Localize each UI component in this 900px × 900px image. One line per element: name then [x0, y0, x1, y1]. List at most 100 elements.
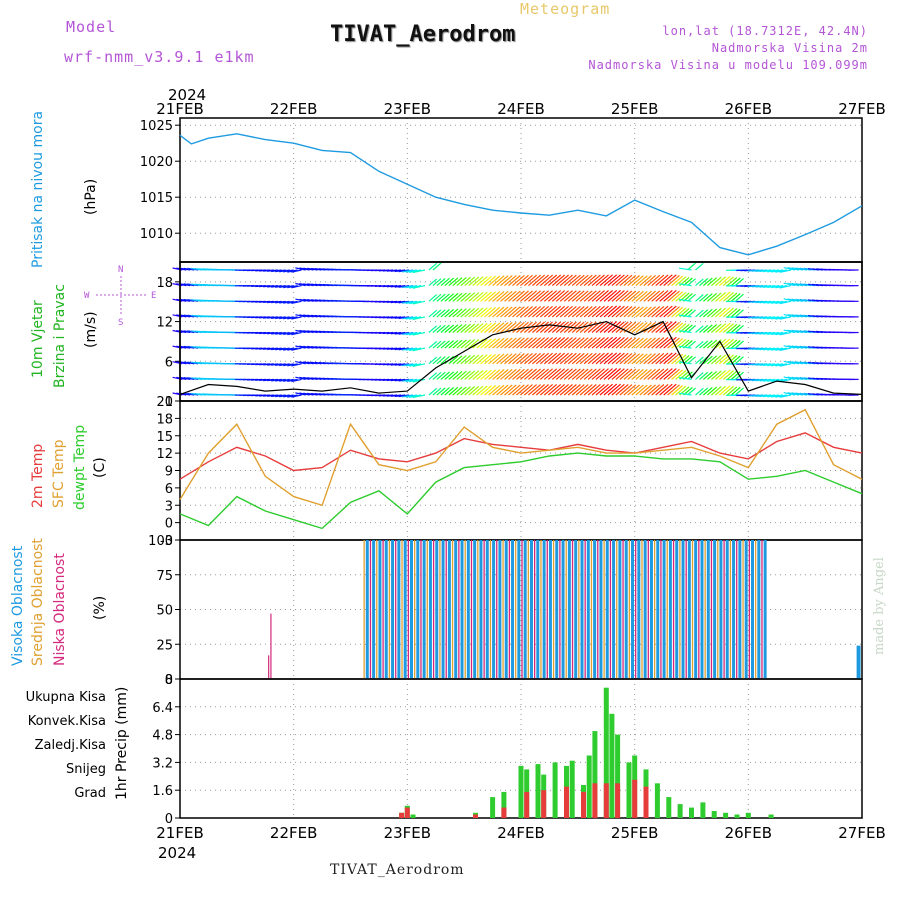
wind-arrow	[176, 267, 187, 271]
wind-arrow	[528, 368, 541, 380]
wind-arrow	[730, 355, 741, 365]
wind-arrow	[703, 355, 713, 365]
wind-arrow	[283, 285, 294, 289]
wind-arrow	[390, 269, 402, 272]
wind-arrow	[563, 305, 577, 318]
wind-arrow	[279, 331, 290, 335]
wind-arrow	[639, 384, 652, 396]
wind-arrow	[412, 394, 426, 399]
wind-arrow	[655, 305, 669, 318]
wind-arrow	[587, 305, 601, 318]
wind-arrow	[718, 369, 731, 380]
wind-arrow	[734, 324, 744, 333]
wind-arrow	[715, 385, 727, 396]
wind-arrow	[595, 383, 609, 396]
wind-arrow	[595, 368, 609, 380]
wind-arrow	[779, 300, 792, 305]
wind-arrow	[492, 306, 505, 318]
wind-arrow	[555, 368, 569, 380]
wind-arrow	[787, 282, 800, 287]
precip-conv-bar	[643, 786, 649, 818]
wind-arrow	[651, 352, 665, 365]
wind-arrow	[730, 324, 741, 333]
wind-arrow	[456, 339, 467, 349]
temp-unit: (C)	[92, 457, 108, 478]
svg-text:S: S	[118, 318, 123, 328]
wind-arrow	[695, 262, 704, 271]
precip-total-bar	[535, 764, 541, 818]
wind-arrow	[767, 316, 780, 320]
wind-arrow	[726, 370, 738, 380]
wind-arrow	[779, 285, 792, 289]
wind-arrow	[651, 384, 665, 396]
wind-arrow	[551, 290, 565, 302]
model-name: wrf-nmm_v3.9.1 e1km	[64, 48, 255, 66]
wind-arrow	[667, 306, 680, 318]
date-label-top: 25FEB	[611, 100, 658, 118]
wind-arrow	[603, 383, 618, 396]
wind-arrow	[575, 337, 589, 349]
precip-total-bar	[615, 734, 621, 818]
wind-arrow	[408, 394, 422, 398]
wind-arrow	[555, 274, 569, 287]
wind-arrow	[695, 356, 704, 365]
wind-axis-label-1: 10m Vjetar	[30, 300, 46, 378]
wind-arrow	[718, 338, 731, 349]
wind-arrow	[551, 352, 565, 365]
wind-arrow	[718, 322, 731, 333]
wind-arrow	[484, 275, 497, 287]
precip-conv-bar	[524, 791, 530, 818]
precip-total-bar	[603, 687, 609, 818]
wind-arrow	[734, 293, 744, 302]
wind-arrow	[567, 337, 581, 349]
wind-arrow	[619, 384, 633, 396]
wind-arrow	[675, 354, 687, 365]
wind-arrow	[687, 387, 696, 396]
wind-arrow	[279, 394, 290, 398]
wind-arrow	[275, 316, 286, 320]
wind-arrow	[571, 352, 585, 365]
wind-arrow	[734, 387, 744, 396]
wind-arrow	[699, 387, 709, 396]
wind-arrow	[472, 323, 484, 333]
wind-arrow	[759, 347, 772, 351]
wind-arrow	[405, 394, 418, 398]
pressure-series-line	[179, 133, 863, 256]
wind-arrow	[611, 368, 625, 380]
wind-arrow	[763, 363, 776, 367]
wind-arrow	[699, 340, 709, 349]
wind-arrow	[615, 368, 629, 380]
wind-arrow	[456, 355, 467, 365]
wind-arrow	[484, 338, 497, 349]
wind-arrow	[699, 293, 709, 302]
wind-arrow	[484, 322, 497, 333]
wind-arrow	[539, 290, 553, 302]
svg-text:E: E	[151, 291, 156, 301]
wind-arrow	[543, 290, 558, 302]
wind-arrow	[504, 353, 517, 365]
wind-arrow	[555, 352, 569, 365]
wind-arrow	[726, 292, 738, 302]
wind-arrow	[412, 269, 426, 274]
wind-arrow	[488, 275, 501, 287]
wind-arrow	[500, 384, 513, 396]
wind-arrow	[575, 274, 589, 287]
wind-arrow	[718, 275, 731, 287]
y-tick-label: 1025	[140, 119, 173, 134]
precip-total-bar	[569, 760, 575, 818]
wind-arrow	[563, 337, 577, 349]
wind-arrow	[771, 285, 784, 289]
wind-arrow	[783, 345, 796, 349]
wind-arrow	[730, 386, 741, 396]
wind-arrow	[460, 354, 471, 365]
wind-arrow	[726, 276, 738, 287]
wind-arrow	[559, 384, 573, 396]
wind-arrow	[504, 384, 517, 396]
wind-arrow	[767, 300, 780, 304]
wind-arrow	[639, 290, 652, 302]
wind-arrow	[639, 275, 652, 287]
wind-arrow	[643, 384, 656, 396]
wind-arrow	[543, 305, 558, 318]
wind-arrow	[587, 337, 601, 349]
wind-arrow	[492, 384, 505, 396]
